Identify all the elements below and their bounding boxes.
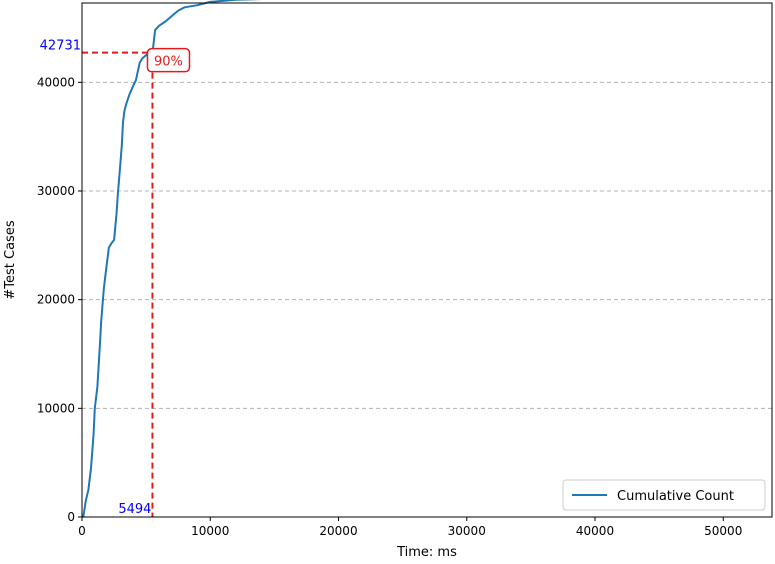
y-tick-label: 40000: [37, 75, 75, 89]
x-tick-label: 30000: [448, 524, 486, 538]
percentile-badge: 90%: [146, 47, 191, 73]
legend-entry-label: Cumulative Count: [617, 489, 734, 504]
x-tick-label: 40000: [576, 524, 614, 538]
grid-lines: [82, 81, 772, 409]
y-tick-label: 30000: [37, 184, 75, 198]
x-axis-label: Time: ms: [396, 545, 457, 560]
y-tick-label: 10000: [37, 401, 75, 415]
axes: [81, 2, 773, 518]
legend: Cumulative Count: [562, 479, 766, 511]
x-tick-label: 50000: [704, 524, 742, 538]
y-axis-label: #Test Cases: [3, 220, 18, 299]
y-tick-label: 20000: [37, 293, 75, 307]
y-tick-label: 0: [67, 510, 75, 524]
plot-frame: [81, 2, 773, 518]
percentile-badge-box: [146, 47, 191, 73]
ticks: 0 10000 20000 30000 40000 50000 0 10000 20000 300…: [37, 75, 743, 538]
series-layer: [82, 0, 263, 518]
threshold-lines: [82, 51, 154, 517]
percentile-badge-label: 90%: [154, 55, 183, 70]
threshold-x-value-label: 5494: [118, 502, 151, 517]
x-tick-label: 10000: [191, 524, 229, 538]
series-line-0: [82, 0, 263, 518]
x-tick-label: 0: [78, 524, 86, 538]
threshold-y-value-label: 42731: [40, 39, 81, 54]
legend-box: [562, 479, 766, 511]
x-tick-label: 20000: [319, 524, 357, 538]
